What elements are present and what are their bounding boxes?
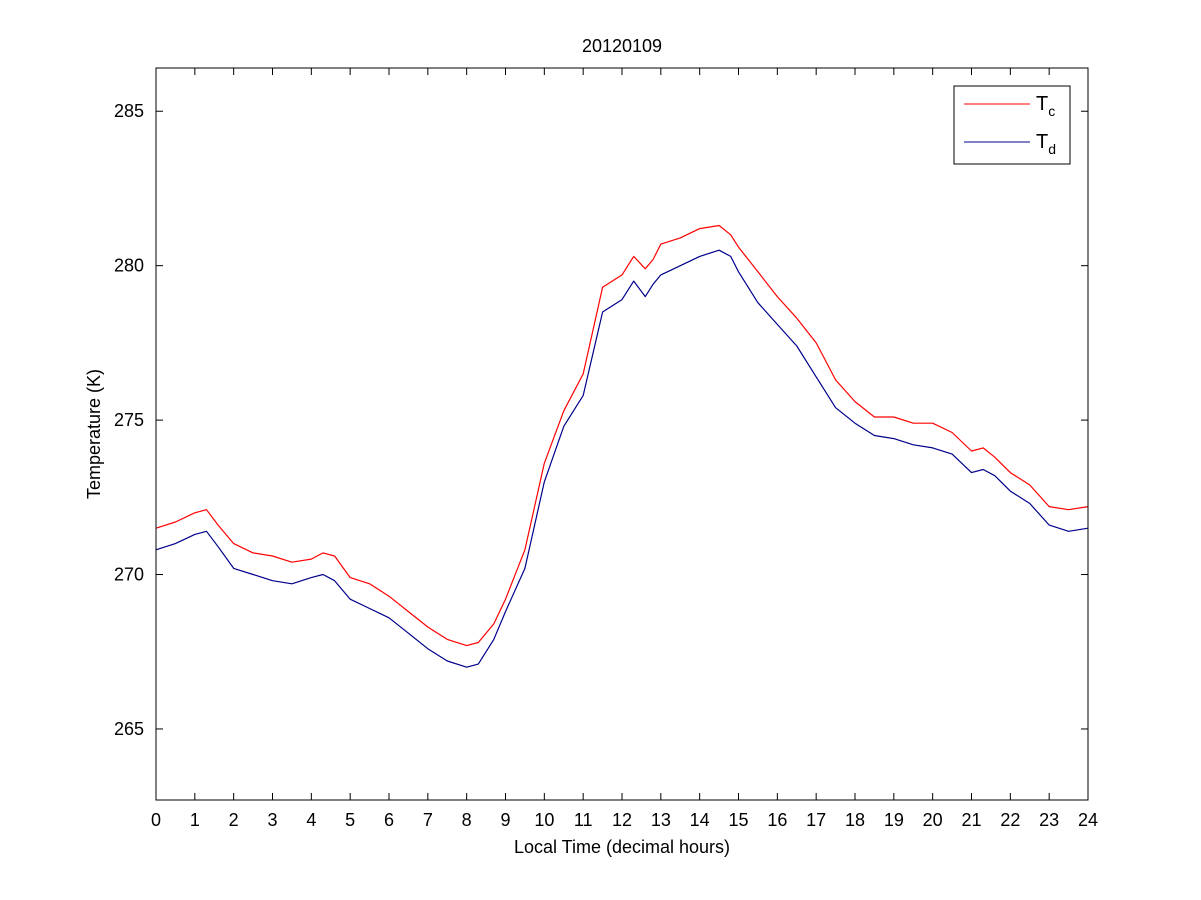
legend: Tc Td (953, 85, 1071, 165)
x-tick-label: 24 (1078, 810, 1098, 830)
chart-title: 20120109 (582, 36, 662, 56)
y-tick-label: 270 (114, 565, 144, 585)
x-axis-label: Local Time (decimal hours) (514, 837, 730, 857)
x-tick-label: 9 (500, 810, 510, 830)
x-tick-label: 23 (1039, 810, 1059, 830)
legend-box (953, 85, 1071, 165)
series-line-Td (155, 249, 1089, 668)
x-tick-label: 5 (345, 810, 355, 830)
y-axis-label: Temperature (K) (84, 369, 104, 499)
x-tick-label: 13 (651, 810, 671, 830)
x-tick-label: 15 (728, 810, 748, 830)
x-tick-label: 17 (806, 810, 826, 830)
x-tick-label: 16 (767, 810, 787, 830)
y-tick-label: 265 (114, 719, 144, 739)
x-tick-label: 20 (923, 810, 943, 830)
x-tick-label: 14 (690, 810, 710, 830)
x-tick-label: 22 (1000, 810, 1020, 830)
x-tick-label: 21 (961, 810, 981, 830)
x-tick-label: 6 (384, 810, 394, 830)
x-tick-label: 19 (884, 810, 904, 830)
x-tick-label: 3 (267, 810, 277, 830)
plot-area (156, 68, 1088, 800)
x-tick-label: 18 (845, 810, 865, 830)
x-tick-label: 8 (462, 810, 472, 830)
x-tick-label: 4 (306, 810, 316, 830)
y-tick-label: 275 (114, 410, 144, 430)
y-axis: 265 270 275 280 285 (114, 101, 1088, 739)
x-tick-label: 1 (190, 810, 200, 830)
legend-label-td: Td (1036, 131, 1056, 157)
x-tick-label: 7 (423, 810, 433, 830)
x-tick-label: 10 (534, 810, 554, 830)
series-line-Tc (155, 224, 1089, 647)
x-tick-label: 2 (229, 810, 239, 830)
y-tick-label: 280 (114, 256, 144, 276)
x-tick-label: 11 (574, 810, 593, 830)
x-tick-label: 12 (612, 810, 632, 830)
x-tick-label: 0 (151, 810, 161, 830)
x-axis: 0 1 2 3 4 5 6 7 8 9 10 11 12 13 14 15 16 17 18 19 20 21 22 23 24 (151, 68, 1098, 830)
series-layer (155, 224, 1089, 668)
legend-label-tc: Tc (1036, 93, 1055, 119)
y-tick-label: 285 (114, 101, 144, 121)
